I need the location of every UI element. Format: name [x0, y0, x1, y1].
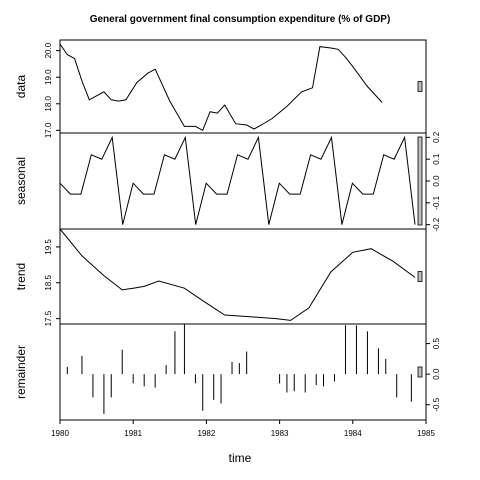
- scale-bar: [417, 366, 423, 378]
- x-tick-label: 1980: [51, 429, 69, 438]
- y-tick-label: 0.1: [432, 153, 441, 165]
- x-tick-label: 1984: [344, 429, 362, 438]
- panel-trend: trend 17.5 18.5 19.5: [14, 228, 427, 326]
- y-tick-label: 19.5: [44, 239, 53, 255]
- y-tick-label: 18.0: [44, 95, 53, 111]
- series-line-trend: [59, 228, 416, 321]
- series-line-data: [59, 43, 383, 132]
- y-tick-label: -0.2: [432, 217, 441, 231]
- y-tick-label: 20.0: [44, 42, 53, 58]
- panel-seasonal: seasonal -0.2 -0.1 0.0 0.1 0.2: [14, 131, 441, 231]
- y-tick-label: 0.0: [432, 175, 441, 187]
- y-tick-label: 18.5: [44, 274, 53, 290]
- x-axis: 1980 1981 1982 1983 1984 1985: [51, 420, 435, 438]
- y-tick-label: 0.5: [432, 337, 441, 349]
- panels-group: data 17.0 18.0 19.0 20.0 seasonal -0.2 -0.1 0.0 0…: [14, 39, 441, 421]
- y-tick-label: 17.5: [44, 310, 53, 326]
- chart-title: General government final consumption exp…: [90, 14, 391, 25]
- panel-remainder: remainder -0.5 0.0 0.5: [14, 323, 441, 421]
- y-tick-label: 17.0: [44, 122, 53, 138]
- scale-bar: [417, 271, 423, 282]
- scale-bar: [417, 81, 423, 92]
- panel-label: remainder: [14, 345, 28, 399]
- panel-frame: [59, 132, 427, 230]
- x-tick-label: 1985: [417, 429, 435, 438]
- y-tick-label: 0.2: [432, 131, 441, 143]
- y-tick-label: 0.0: [432, 368, 441, 380]
- panel-frame: [59, 323, 427, 421]
- panel-label: data: [14, 74, 28, 98]
- y-tick-label: -0.5: [432, 397, 441, 411]
- x-tick-label: 1982: [198, 429, 216, 438]
- panel-frame: [59, 39, 427, 134]
- x-tick-label: 1981: [124, 429, 142, 438]
- panel-data: data 17.0 18.0 19.0 20.0: [14, 39, 427, 138]
- panel-label: seasonal: [14, 157, 28, 205]
- panel-frame: [59, 228, 427, 325]
- panel-label: trend: [14, 263, 28, 290]
- y-tick-label: -0.1: [432, 195, 441, 209]
- y-tick-label: 19.0: [44, 69, 53, 85]
- x-tick-label: 1983: [271, 429, 289, 438]
- series-line-seasonal: [59, 135, 416, 225]
- scale-bar: [417, 136, 423, 226]
- x-axis-label: time: [229, 451, 252, 465]
